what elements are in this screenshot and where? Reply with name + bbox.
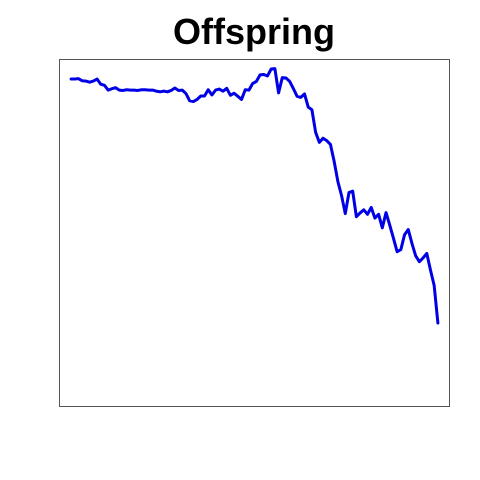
chart-title: Offspring xyxy=(173,11,335,52)
series-line-offspring xyxy=(69,67,440,325)
plot-frame xyxy=(59,59,450,407)
series-layer xyxy=(69,67,440,325)
